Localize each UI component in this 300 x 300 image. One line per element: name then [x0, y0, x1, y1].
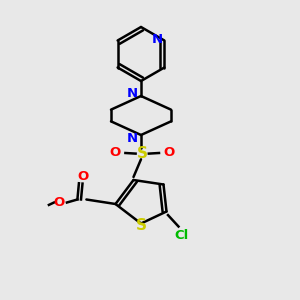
Text: N: N — [127, 131, 138, 145]
Text: O: O — [53, 196, 65, 209]
Text: S: S — [136, 218, 146, 233]
Text: O: O — [163, 146, 175, 159]
Text: Cl: Cl — [174, 229, 189, 242]
Text: N: N — [152, 33, 163, 46]
Text: O: O — [110, 146, 121, 159]
Text: N: N — [127, 87, 138, 100]
Text: O: O — [77, 170, 88, 184]
Text: S: S — [137, 146, 148, 161]
